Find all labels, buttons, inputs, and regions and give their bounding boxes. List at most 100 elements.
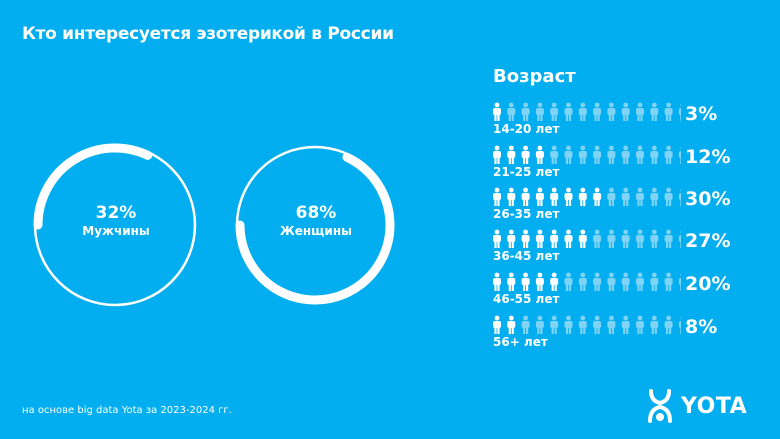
person-icon bbox=[493, 229, 501, 248]
person-icon bbox=[621, 145, 630, 164]
person-icon bbox=[650, 145, 659, 164]
women-label: Женщины bbox=[280, 224, 352, 238]
person-icon bbox=[678, 230, 681, 248]
person-icon bbox=[650, 187, 659, 206]
person-icon bbox=[678, 146, 681, 164]
person-icon bbox=[507, 145, 516, 164]
ring-men bbox=[33, 143, 197, 307]
person-icon bbox=[535, 315, 544, 334]
person-icon bbox=[521, 102, 530, 121]
person-icon bbox=[550, 145, 559, 164]
age-percent: 30% bbox=[685, 188, 731, 210]
age-row: 14-20 лет 3% bbox=[491, 102, 751, 142]
age-label: 26-35 лет bbox=[493, 207, 560, 221]
person-icon bbox=[650, 272, 659, 291]
person-icon bbox=[564, 187, 573, 206]
person-icon bbox=[593, 102, 602, 121]
person-icon bbox=[636, 187, 644, 206]
person-icon bbox=[564, 102, 573, 121]
men-percent: 32% bbox=[95, 203, 137, 223]
person-icon bbox=[607, 187, 616, 206]
person-icon bbox=[535, 229, 544, 248]
person-icon bbox=[521, 272, 530, 291]
page-title: Кто интересуется эзотерикой в России bbox=[22, 24, 394, 44]
person-icon bbox=[650, 315, 659, 334]
person-icon bbox=[507, 315, 516, 334]
person-icons bbox=[493, 187, 681, 206]
person-icon bbox=[621, 102, 630, 121]
footnote: на основе big data Yota за 2023-2024 гг. bbox=[22, 405, 232, 416]
ring-men-label: 32% Мужчины bbox=[36, 203, 196, 238]
person-icon bbox=[521, 187, 530, 206]
person-icon bbox=[550, 315, 559, 334]
person-icon bbox=[564, 145, 573, 164]
women-percent: 68% bbox=[295, 203, 337, 223]
person-icon bbox=[664, 145, 673, 164]
person-icon bbox=[578, 272, 587, 291]
age-label: 14-20 лет bbox=[493, 122, 560, 136]
person-icon bbox=[521, 315, 530, 334]
person-icon bbox=[678, 316, 681, 334]
person-icon bbox=[493, 315, 501, 334]
person-icon bbox=[550, 272, 559, 291]
age-percent: 8% bbox=[685, 316, 718, 338]
age-percent: 27% bbox=[685, 230, 731, 252]
person-icons bbox=[493, 229, 681, 248]
person-icon bbox=[621, 272, 630, 291]
age-label: 46-55 лет bbox=[493, 292, 560, 306]
person-icon bbox=[521, 145, 530, 164]
age-row: 46-55 лет 20% bbox=[491, 272, 751, 312]
person-icon bbox=[650, 229, 659, 248]
ring-arc bbox=[33, 143, 153, 230]
person-icon bbox=[593, 145, 602, 164]
person-icon bbox=[664, 187, 673, 206]
person-icon bbox=[664, 229, 673, 248]
person-icons bbox=[493, 315, 681, 334]
person-icon bbox=[593, 315, 602, 334]
person-icon bbox=[550, 187, 559, 206]
person-icon bbox=[564, 272, 573, 291]
person-icon bbox=[507, 102, 516, 121]
person-icon bbox=[550, 102, 559, 121]
person-icon bbox=[493, 272, 501, 291]
person-icon bbox=[493, 145, 501, 164]
person-icon bbox=[578, 229, 587, 248]
age-row: 36-45 лет 27% bbox=[491, 229, 751, 269]
person-icon bbox=[564, 315, 573, 334]
age-row: 21-25 лет 12% bbox=[491, 145, 751, 185]
person-icon bbox=[621, 187, 630, 206]
person-icon bbox=[507, 229, 516, 248]
age-row: 26-35 лет 30% bbox=[491, 187, 751, 227]
ring-women-label: 68% Женщины bbox=[236, 203, 396, 238]
person-icon bbox=[664, 315, 673, 334]
person-icon bbox=[521, 229, 530, 248]
person-icon bbox=[636, 229, 644, 248]
person-icon bbox=[678, 188, 681, 206]
person-icon bbox=[593, 229, 602, 248]
person-icon bbox=[578, 315, 587, 334]
person-icon bbox=[507, 272, 516, 291]
person-icon bbox=[535, 187, 544, 206]
person-icon bbox=[578, 187, 587, 206]
age-label: 21-25 лет bbox=[493, 165, 560, 179]
person-icon bbox=[607, 102, 616, 121]
yota-logo-icon bbox=[648, 389, 672, 423]
person-icons bbox=[493, 102, 681, 121]
person-icon bbox=[550, 229, 559, 248]
person-icon bbox=[650, 102, 659, 121]
person-icon bbox=[636, 315, 644, 334]
age-label: 56+ лет bbox=[493, 335, 548, 349]
brand-name: YOTA bbox=[681, 393, 748, 419]
age-percent: 3% bbox=[685, 103, 718, 125]
person-icon bbox=[493, 187, 501, 206]
ring-women bbox=[235, 145, 395, 305]
person-icon bbox=[493, 102, 501, 121]
person-icon bbox=[621, 315, 630, 334]
age-row: 56+ лет 8% bbox=[491, 315, 751, 355]
men-label: Мужчины bbox=[82, 224, 150, 238]
person-icon bbox=[636, 102, 644, 121]
person-icon bbox=[607, 315, 616, 334]
person-icon bbox=[535, 102, 544, 121]
person-icon bbox=[507, 187, 516, 206]
person-icon bbox=[535, 272, 544, 291]
